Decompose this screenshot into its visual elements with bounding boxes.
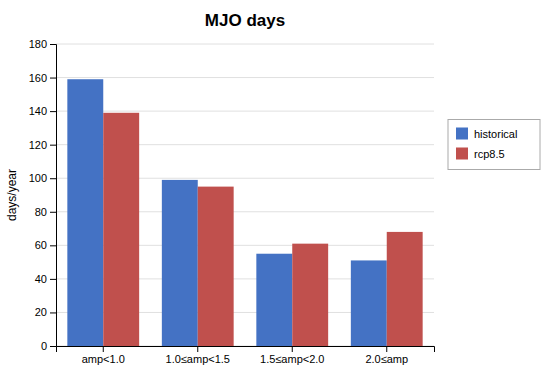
bar [103,113,139,346]
tick-label: 180 [29,38,47,50]
legend-item: historical [456,128,517,140]
tick: 2.0≤amp [365,346,408,365]
plot: 0 20 40 60 80 100 120 140 160 180 amp<1.0 1.0≤amp<1… [29,38,435,365]
title: MJO days [205,11,285,30]
tick: 80 [35,206,56,218]
tick-mark [103,346,104,352]
y-axis: 0 20 40 60 80 100 120 140 160 180 [29,38,57,352]
tick: 60 [35,239,56,251]
tick: amp<1.0 [82,346,125,365]
tick-label: 80 [35,206,47,218]
tick: 0 [41,340,56,352]
tick-mark [50,312,56,313]
grid-line [56,44,434,45]
bar [292,244,328,346]
tick: 20 [35,306,56,318]
grid-line [56,111,434,112]
tick-label: 120 [29,139,47,151]
legend-label: rcp8.5 [474,148,505,160]
legend-box [448,120,540,170]
bar-series [67,79,386,346]
tick-mark [50,212,56,213]
tick-label: 60 [35,239,47,251]
tick-label: 1.5≤amp<2.0 [260,353,324,365]
bar [256,254,292,346]
tick: 1.5≤amp<2.0 [260,346,324,365]
bar [351,260,387,346]
tick-mark [50,178,56,179]
axis-line [50,45,57,347]
legend-swatch [456,148,468,160]
chart: 0 20 40 60 80 100 120 140 160 180 amp<1.0 1.0≤amp<1… [0,0,549,386]
tick-label: amp<1.0 [82,353,125,365]
legend-label: historical [474,128,517,140]
tick-mark [50,44,56,45]
tick: 160 [29,72,56,84]
tick: 180 [29,38,56,50]
tick: 40 [35,273,56,285]
tick-label: 0 [41,340,47,352]
tick-label: 160 [29,72,47,84]
tick-mark [50,279,56,280]
bar [67,79,103,346]
tick-label: 20 [35,306,47,318]
tick-label: 140 [29,105,47,117]
bar [387,232,423,346]
grid-line [56,77,434,78]
tick-mark [50,78,56,79]
tick: 140 [29,105,56,117]
y-axis-title: days/year [5,169,19,221]
tick-mark [197,346,198,352]
bars [67,79,422,346]
tick-mark [50,245,56,246]
tick-label: 40 [35,273,47,285]
legend-item: rcp8.5 [456,148,505,160]
tick-mark [386,346,387,352]
x-axis: amp<1.0 1.0≤amp<1.5 1.5≤amp<2.0 2.0≤amp [57,346,435,365]
tick-mark [292,346,293,352]
tick-mark [50,111,56,112]
tick-mark [50,346,56,347]
tick: 1.0≤amp<1.5 [166,346,230,365]
bar-series [103,113,422,346]
tick-label: 1.0≤amp<1.5 [166,353,230,365]
bar [198,187,234,346]
legend: historical rcp8.5 [448,120,540,170]
grid [56,44,434,346]
tick: 100 [29,172,56,184]
tick-mark [50,145,56,146]
legend-swatch [456,128,468,140]
tick-label: 100 [29,172,47,184]
tick-label: 2.0≤amp [365,353,408,365]
axis-line [57,347,435,353]
bar [162,180,198,346]
tick: 120 [29,139,56,151]
